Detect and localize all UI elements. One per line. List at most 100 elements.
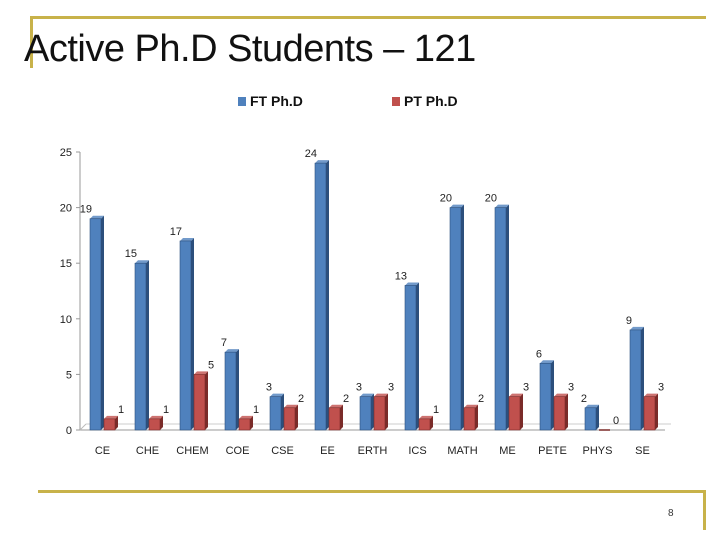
- ft-data-label: 13: [395, 270, 407, 282]
- ft-bar-front: [269, 396, 282, 431]
- x-category-label: ME: [499, 445, 516, 457]
- ft-bar: [89, 215, 104, 431]
- ft-bar: [179, 237, 194, 431]
- x-category-label: ICS: [408, 445, 426, 457]
- y-tick-label: 25: [60, 147, 72, 159]
- pt-bar-side: [475, 404, 478, 430]
- ft-data-label: 24: [305, 148, 317, 160]
- pt-bar: [238, 415, 253, 431]
- ft-bar: [539, 360, 554, 431]
- ft-bar-front: [314, 162, 327, 431]
- y-tick-label: 20: [60, 203, 72, 215]
- pt-bar-front: [103, 418, 116, 431]
- ft-bar-front: [449, 207, 462, 431]
- pt-bar-top: [284, 404, 298, 408]
- ft-bar-front: [89, 218, 102, 431]
- pt-bar-front: [148, 418, 161, 431]
- pt-bar-top: [419, 415, 433, 419]
- x-category-label: MATH: [447, 445, 477, 457]
- pt-bar-side: [385, 393, 388, 430]
- pt-bar-side: [520, 393, 523, 430]
- x-category-label: PHYS: [583, 445, 613, 457]
- x-category-label: CHE: [136, 445, 159, 457]
- ft-bar-top: [495, 204, 509, 208]
- pt-bar-top: [554, 393, 568, 397]
- ft-bar-top: [315, 160, 329, 164]
- pt-bar-side: [340, 404, 343, 430]
- legend-pt-swatch: [392, 97, 400, 106]
- pt-bar-front: [238, 418, 251, 431]
- x-category-label: CE: [95, 445, 110, 457]
- ft-bar-top: [270, 393, 284, 397]
- ft-bar-side: [506, 204, 509, 430]
- pt-bar: [643, 393, 658, 431]
- pt-bar-side: [250, 415, 253, 430]
- ft-bar-side: [551, 360, 554, 430]
- ft-data-label: 6: [536, 348, 542, 360]
- ft-bar-side: [416, 282, 419, 430]
- pt-data-label: 2: [478, 393, 484, 405]
- x-category-label: SE: [635, 445, 650, 457]
- ft-bar-front: [134, 262, 147, 431]
- pt-bar-side: [565, 393, 568, 430]
- ft-bar-front: [494, 207, 507, 431]
- pt-data-label: 1: [163, 404, 169, 416]
- pt-data-label: 1: [253, 404, 259, 416]
- ft-bar-top: [585, 404, 599, 408]
- ft-bar-front: [359, 396, 372, 431]
- pt-bar-front: [553, 396, 566, 431]
- pt-bar-front: [418, 418, 431, 431]
- ft-bar-front: [404, 285, 417, 431]
- x-category-label: ERTH: [358, 445, 388, 457]
- pt-bar-front: [463, 407, 476, 431]
- axis-depth-line: [79, 423, 87, 431]
- ft-bar: [629, 326, 644, 431]
- pt-bar-top: [509, 393, 523, 397]
- legend-ft-swatch: [238, 97, 246, 106]
- pt-data-label: 0: [613, 415, 619, 427]
- ft-data-label: 19: [80, 204, 92, 216]
- pt-bar-side: [295, 404, 298, 430]
- x-category-label: CHEM: [176, 445, 208, 457]
- ft-bar: [584, 404, 599, 431]
- pt-data-label: 5: [208, 359, 214, 371]
- ft-bar-top: [405, 282, 419, 286]
- ft-bar-front: [584, 407, 597, 431]
- ft-bar-top: [180, 237, 194, 241]
- ft-bar-top: [450, 204, 464, 208]
- pt-bar: [328, 404, 343, 431]
- pt-bar: [463, 404, 478, 431]
- ft-bar-front: [179, 240, 192, 431]
- pt-bar: [193, 371, 208, 431]
- pt-bar-front: [373, 396, 386, 431]
- ft-bar-side: [146, 260, 149, 430]
- pt-bar: [508, 393, 523, 431]
- ft-data-label: 9: [626, 315, 632, 327]
- ft-bar-side: [101, 215, 104, 430]
- ft-bar-front: [629, 329, 642, 431]
- ft-data-label: 15: [125, 248, 137, 260]
- pt-bar-side: [160, 415, 163, 430]
- pt-bar: [553, 393, 568, 431]
- pt-bar: [373, 393, 388, 431]
- pt-bar-front: [508, 396, 521, 431]
- pt-bar-front: [643, 396, 656, 431]
- ft-bar-side: [326, 160, 329, 430]
- pt-bar-top: [374, 393, 388, 397]
- pt-bar-side: [205, 371, 208, 430]
- title-frame-top-line: [30, 16, 706, 19]
- ft-bar-side: [191, 237, 194, 430]
- ft-bar-side: [596, 404, 599, 430]
- ft-data-label: 3: [266, 382, 272, 394]
- pt-bar: [103, 415, 118, 431]
- footer-frame-right-line: [703, 490, 706, 530]
- pt-bar-top: [149, 415, 163, 419]
- slide-title: Active Ph.D Students – 121: [24, 28, 476, 70]
- y-tick-label: 15: [60, 258, 72, 270]
- pt-data-label: 2: [298, 393, 304, 405]
- ft-bar-side: [281, 393, 284, 430]
- pt-data-label: 3: [388, 382, 394, 394]
- ft-data-label: 3: [356, 382, 362, 394]
- pt-bar-top: [194, 371, 208, 375]
